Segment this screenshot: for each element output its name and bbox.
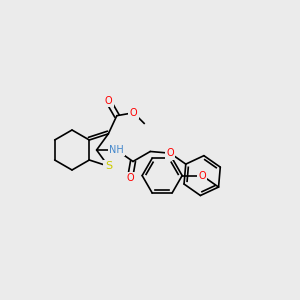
Text: NH: NH bbox=[109, 145, 124, 155]
Text: O: O bbox=[130, 108, 137, 118]
Text: O: O bbox=[198, 171, 206, 181]
Text: S: S bbox=[105, 161, 112, 171]
Text: O: O bbox=[126, 173, 134, 183]
Text: O: O bbox=[167, 148, 174, 158]
Text: O: O bbox=[104, 96, 112, 106]
